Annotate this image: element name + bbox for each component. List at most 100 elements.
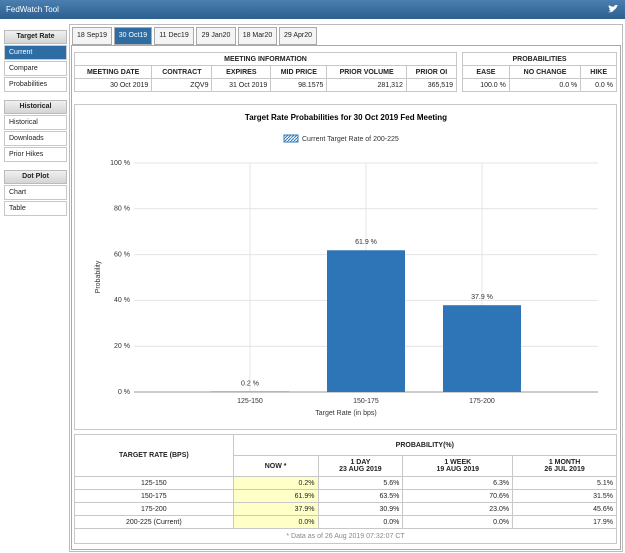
tab[interactable]: 30 Oct19 (114, 27, 152, 45)
data-row: 200-225 (Current) 0.0% 0.0% 0.0% 17.9% (74, 515, 617, 529)
probability-table: TARGET RATE (BPS) PROBABILITY(%) NOW * 1 DA… (74, 434, 618, 544)
cell: 61.9% (232, 489, 319, 503)
column-header: EASE (462, 65, 510, 79)
sidebar-item[interactable]: Probabilities (4, 77, 67, 92)
x-tick-label: 150-175 (353, 398, 379, 405)
cell: 175-200 (74, 502, 234, 516)
meeting-info-table: MEETING INFORMATION MEETING DATE CONTRACT E… (73, 52, 458, 92)
sidebar-item[interactable]: Current (4, 45, 67, 60)
bar (443, 305, 521, 392)
cell: 0.2% (232, 476, 319, 490)
value-label: 61.9 % (355, 239, 377, 246)
y-tick-label: 40 % (114, 297, 130, 304)
cell: 6.3% (402, 476, 514, 490)
cell: 70.6% (402, 489, 514, 503)
sidebar-item[interactable]: Table (4, 201, 67, 216)
column-header: MID PRICE (270, 65, 328, 79)
cell: 0.0 % (580, 78, 617, 92)
column-date: 23 AUG 2019 (339, 466, 382, 473)
cell: 30.9% (317, 502, 404, 516)
column-header: EXPIRES (211, 65, 272, 79)
title-row: MEETING INFORMATION (74, 52, 457, 66)
footnote-row: * Data as of 26 Aug 2019 07:32:07 CT (74, 528, 617, 544)
cell: 0.0% (317, 515, 404, 529)
y-axis-label: Probability (95, 260, 102, 293)
column-date: 19 AUG 2019 (436, 466, 480, 473)
legend-swatch (283, 134, 299, 143)
header-row: TARGET RATE (BPS) PROBABILITY(%) (74, 434, 618, 477)
cell: 45.6% (512, 502, 617, 516)
column-header: 1 MONTH 26 JUL 2019 (512, 455, 617, 477)
footnote: * Data as of 26 Aug 2019 07:32:07 CT (74, 528, 617, 544)
column-label: 1 MONTH (548, 459, 581, 466)
x-tick-label: 175-200 (469, 398, 495, 405)
cell: 0.0 % (508, 78, 582, 92)
sidebar-item[interactable]: Chart (4, 185, 67, 200)
y-tick-label: 100 % (110, 160, 130, 167)
column-label: 1 WEEK (444, 459, 472, 466)
sidebar-item[interactable]: Compare (4, 61, 67, 76)
chart-title: Target Rate Probabilities for 30 Oct 201… (245, 113, 447, 122)
cell: 5.6% (317, 476, 404, 490)
twitter-icon[interactable] (608, 5, 618, 14)
cell: 37.9% (232, 502, 319, 516)
table-title: PROBABILITIES (462, 52, 617, 66)
tab[interactable]: 18 Sep19 (72, 27, 112, 45)
content-panel (71, 45, 621, 550)
column-header: 1 WEEK 19 AUG 2019 (402, 455, 514, 477)
header-row: EASE NO CHANGE HIKE (462, 65, 617, 79)
column-header: HIKE (580, 65, 617, 79)
column-header: PRIOR OI (405, 65, 458, 79)
y-tick-label: 80 % (114, 206, 130, 213)
column-label: NOW * (264, 462, 287, 470)
column-header: NOW * (232, 455, 319, 477)
data-row: 150-175 61.9% 63.5% 70.6% 31.5% (74, 489, 617, 503)
x-axis-label: Target Rate (in bps) (315, 410, 376, 417)
x-tick-label: 125-150 (237, 398, 263, 405)
sidebar-heading: Dot Plot (4, 170, 67, 184)
cell: 30 Oct 2019 (73, 78, 153, 92)
data-row: 30 Oct 2019 ZQV9 31 Oct 2019 98.1575 281,312… (73, 78, 458, 92)
cell: 365,519 (405, 78, 458, 92)
cell: 0.0% (232, 515, 319, 529)
column-header: 1 DAY 23 AUG 2019 (317, 455, 404, 477)
tab[interactable]: 11 Dec19 (154, 27, 194, 45)
cell: 100.0 % (462, 78, 510, 92)
sidebar-item[interactable]: Downloads (4, 131, 67, 146)
value-label: 0.2 % (241, 380, 259, 387)
cell: 63.5% (317, 489, 404, 503)
column-header: PRIOR VOLUME (326, 65, 407, 79)
value-label: 37.9 % (471, 294, 493, 301)
column-label: 1 DAY (350, 459, 371, 466)
y-tick-label: 20 % (114, 343, 130, 350)
tab[interactable]: 18 Mar20 (238, 27, 277, 45)
data-row: 125-150 0.2% 5.6% 6.3% 5.1% (74, 476, 617, 490)
column-header: CONTRACT (151, 65, 213, 79)
app-header: FedWatch Tool (0, 0, 625, 19)
sidebar-heading: Historical (4, 100, 67, 114)
title-row: PROBABILITIES (462, 52, 617, 66)
sidebar-item[interactable]: Historical (4, 115, 67, 130)
sidebar-item[interactable]: Prior Hikes (4, 147, 67, 162)
group-header: PROBABILITY(%) (232, 434, 618, 456)
tab[interactable]: 29 Apr20 (279, 27, 317, 45)
cell: 125-150 (74, 476, 234, 490)
tab[interactable]: 29 Jan20 (196, 27, 236, 45)
cell: 23.0% (402, 502, 514, 516)
y-tick-label: 0 % (118, 389, 130, 396)
cell: ZQV9 (151, 78, 213, 92)
legend-label: Current Target Rate of 200-225 (302, 136, 399, 143)
sidebar-heading: Target Rate (4, 30, 67, 44)
y-tick-label: 60 % (114, 251, 130, 258)
data-row: 175-200 37.9% 30.9% 23.0% 45.6% (74, 502, 617, 516)
column-date: 26 JUL 2019 (544, 466, 585, 473)
cell: 150-175 (74, 489, 234, 503)
table-title: MEETING INFORMATION (74, 52, 457, 66)
cell: 5.1% (512, 476, 617, 490)
header-row: MEETING DATE CONTRACT EXPIRES MID PRICE PRIO… (73, 65, 458, 79)
main-panel (69, 24, 623, 552)
row-header: TARGET RATE (BPS) (74, 434, 234, 477)
probabilities-table: PROBABILITIES EASE NO CHANGE HIKE 100.0 % 0.0… (462, 52, 617, 92)
cell: 17.9% (512, 515, 617, 529)
